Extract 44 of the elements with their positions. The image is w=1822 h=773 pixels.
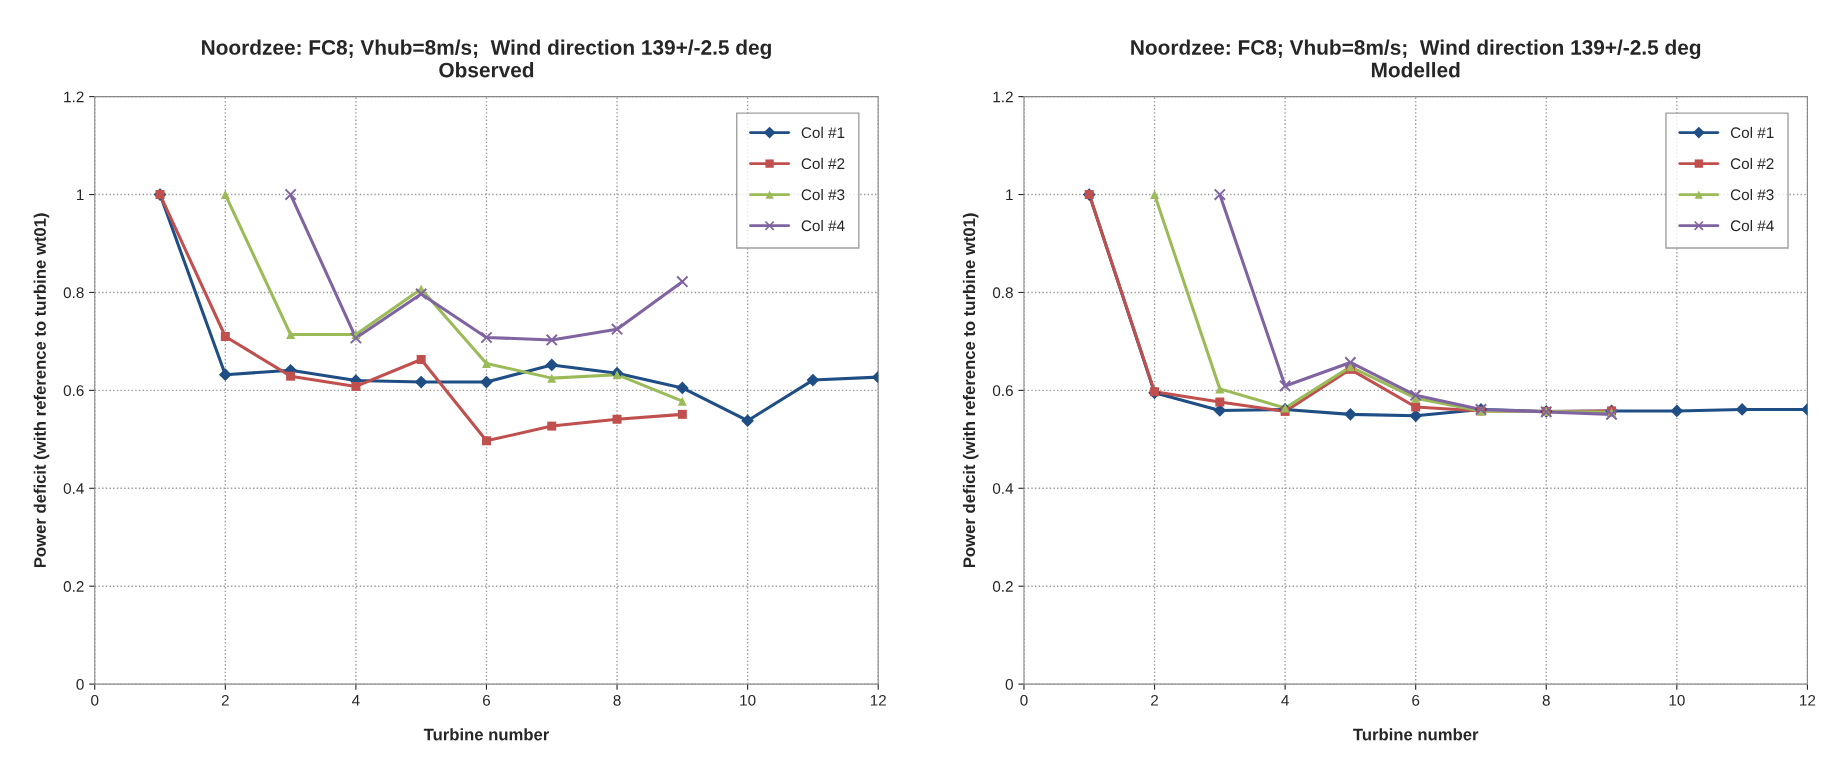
y-tick-label: 0	[1005, 678, 1013, 690]
y-tick-label: 1	[1006, 189, 1013, 201]
legend-label: Col #3	[1730, 188, 1774, 201]
y-tick-label: 1	[77, 189, 84, 201]
y-tick-label: 0.6	[992, 385, 1013, 397]
x-tick-label: 6	[1412, 694, 1420, 706]
legend-label: Col #4	[801, 219, 845, 232]
legend-label: Col #1	[801, 126, 845, 139]
chart-subtitle: Modelled	[1371, 62, 1460, 78]
x-tick-label: 2	[221, 694, 229, 706]
chart-title: Noordzee: FC8; Vhub=8m/s; Wind direction 139+/-2.5 deg	[1131, 39, 1701, 60]
legend-label: Col #1	[1730, 126, 1774, 139]
x-axis-title: Turbine number	[423, 728, 550, 741]
x-tick-label: 0	[91, 694, 99, 706]
x-tick-label: 12	[1800, 694, 1816, 706]
y-tick-label: 0.4	[992, 483, 1014, 494]
legend-label: Col #2	[801, 157, 845, 170]
x-tick-label: 8	[1542, 694, 1550, 706]
y-tick-label: 0.2	[992, 581, 1013, 592]
legend-label: Col #3	[801, 188, 845, 201]
x-tick-label: 0	[1020, 694, 1028, 706]
x-tick-label: 2	[1151, 694, 1159, 706]
y-axis-title: Power deficit (with reference to turbine wt01)	[33, 213, 50, 568]
legend-label: Col #2	[1730, 157, 1774, 170]
y-tick-label: 0.2	[63, 581, 84, 592]
chart-title: Noordzee: FC8; Vhub=8m/s; Wind direction 139+/-2.5 deg	[202, 39, 771, 60]
x-tick-label: 12	[870, 694, 886, 706]
y-tick-label: 1.2	[64, 91, 84, 103]
x-tick-label: 10	[740, 694, 756, 706]
legend-label: Col #4	[1730, 219, 1774, 232]
y-tick-label: 0.4	[63, 483, 84, 494]
x-tick-label: 4	[352, 695, 360, 706]
y-axis-title: Power deficit (with reference to turbine wt01)	[962, 213, 979, 568]
chart-subtitle: Observed	[439, 62, 534, 78]
x-tick-label: 10	[1669, 694, 1685, 706]
y-tick-label: 0	[76, 678, 84, 690]
x-tick-label: 6	[483, 694, 491, 706]
y-tick-label: 0.6	[63, 385, 84, 397]
y-tick-label: 0.8	[63, 287, 84, 299]
y-tick-label: 0.8	[992, 287, 1013, 299]
y-tick-label: 1.2	[993, 91, 1013, 103]
x-tick-label: 8	[613, 694, 621, 706]
x-axis-title: Turbine number	[1353, 728, 1479, 741]
x-tick-label: 4	[1281, 695, 1289, 706]
